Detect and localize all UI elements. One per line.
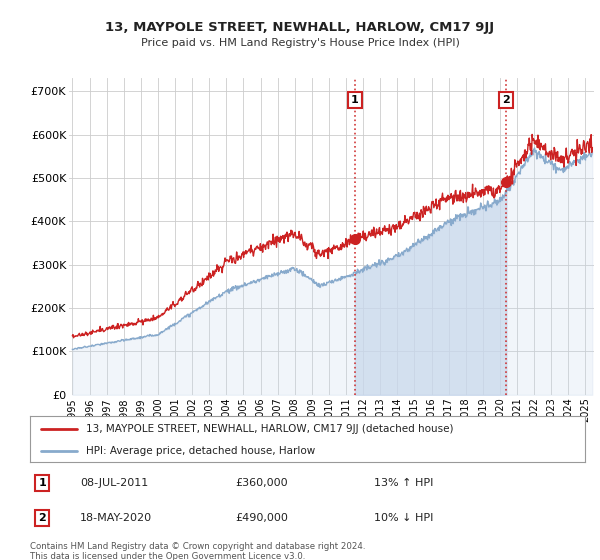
Text: 13, MAYPOLE STREET, NEWHALL, HARLOW, CM17 9JJ: 13, MAYPOLE STREET, NEWHALL, HARLOW, CM1…: [106, 21, 494, 34]
Text: 13, MAYPOLE STREET, NEWHALL, HARLOW, CM17 9JJ (detached house): 13, MAYPOLE STREET, NEWHALL, HARLOW, CM1…: [86, 424, 453, 434]
Text: 10% ↓ HPI: 10% ↓ HPI: [374, 513, 433, 523]
Text: Price paid vs. HM Land Registry's House Price Index (HPI): Price paid vs. HM Land Registry's House …: [140, 38, 460, 48]
Text: HPI: Average price, detached house, Harlow: HPI: Average price, detached house, Harl…: [86, 446, 315, 455]
Text: 2: 2: [503, 95, 511, 105]
Text: 18-MAY-2020: 18-MAY-2020: [80, 513, 152, 523]
Text: 1: 1: [38, 478, 46, 488]
Text: Contains HM Land Registry data © Crown copyright and database right 2024.
This d: Contains HM Land Registry data © Crown c…: [30, 542, 365, 560]
Text: 08-JUL-2011: 08-JUL-2011: [80, 478, 148, 488]
Text: 2: 2: [38, 513, 46, 523]
Text: 13% ↑ HPI: 13% ↑ HPI: [374, 478, 433, 488]
Text: 1: 1: [351, 95, 359, 105]
Text: £490,000: £490,000: [235, 513, 288, 523]
Text: £360,000: £360,000: [235, 478, 288, 488]
